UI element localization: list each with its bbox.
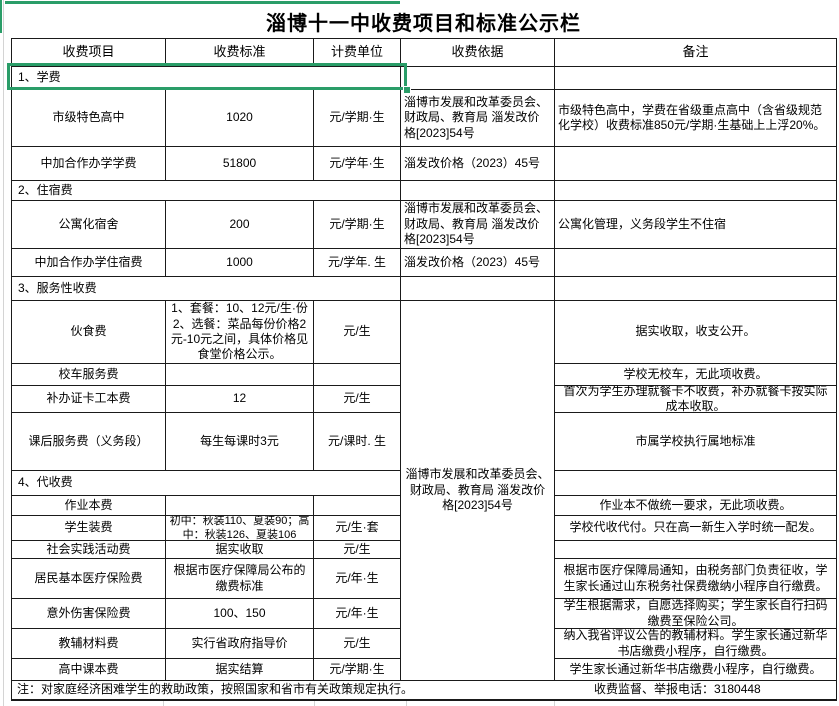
col-header-basis[interactable]: 收费依据: [400, 38, 555, 67]
cell-shsj-note[interactable]: [554, 540, 837, 559]
cell-ywsh-unit[interactable]: 元/年·生: [313, 598, 401, 629]
cell-xsz-note[interactable]: 学校代收代付。只在高一新生入学时统一配发。: [554, 515, 837, 541]
cell-xcf-note[interactable]: 学校无校车，无此项收费。: [554, 363, 837, 386]
cell-hsf-item[interactable]: 伙食费: [11, 300, 166, 364]
selection-left-border: [0, 0, 2, 33]
cell-sec3-note[interactable]: [554, 276, 837, 301]
footer-note: 注：对家庭经济困难学生的救助政策，按照国家和省市有关政策规定执行。: [17, 682, 414, 697]
cell-jfcl-note[interactable]: 纳入我省评议公告的教辅材料。学生家长通过新华书店缴费小程序，自行缴费。: [554, 628, 837, 659]
cell-bbzk-standard[interactable]: 12: [165, 385, 314, 413]
cell-jfcl-unit[interactable]: 元/生: [313, 628, 401, 659]
cell-zjzs-note[interactable]: [554, 248, 837, 277]
cell-gyss-unit[interactable]: 元/学期·生: [313, 200, 401, 249]
cell-xsz-item[interactable]: 学生装费: [11, 515, 166, 541]
section-row-collect[interactable]: 4、代收费: [11, 470, 401, 496]
section-row-service[interactable]: 3、服务性收费: [11, 276, 401, 301]
footer-hotline: 收费监督、举报电话：3180448: [594, 682, 761, 697]
cell-ywsh-standard[interactable]: 100、150: [165, 598, 314, 629]
cell-xcf-standard[interactable]: [165, 363, 314, 386]
gridline-stub: [163, 700, 164, 706]
cell-gyss-item[interactable]: 公寓化宿舍: [11, 200, 166, 249]
cell-zjzs-standard[interactable]: 1000: [165, 248, 314, 277]
cell-hsf-unit[interactable]: 元/生: [313, 300, 401, 364]
cell-hsf-note[interactable]: 据实收取，收支公开。: [554, 300, 837, 364]
col-header-unit[interactable]: 计费单位: [313, 38, 401, 67]
cell-merged-basis[interactable]: 淄博市发展和改革委员会、财政局、教育局 淄发改价格[2023]54号: [400, 300, 555, 681]
cell-jmyb-note[interactable]: 根据市医疗保障局通知，由税务部门负责征收，学生家长通过山东税务社保费缴纳小程序自…: [554, 558, 837, 599]
cell-bbzk-note[interactable]: 首次为学生办理就餐卡不收费，补办就餐卡按实际成本收取。: [554, 385, 837, 413]
cell-sec3-basis[interactable]: [400, 276, 555, 301]
cell-gzkb-item[interactable]: 高中课本费: [11, 658, 166, 681]
cell-tese-standard[interactable]: 1020: [165, 89, 314, 147]
cell-zyb-note[interactable]: 作业本不做统一要求，无此项收费。: [554, 495, 837, 516]
cell-jfcl-item[interactable]: 教辅材料费: [11, 628, 166, 659]
cell-zjxf-note[interactable]: [554, 146, 837, 181]
cell-tese-item[interactable]: 市级特色高中: [11, 89, 166, 147]
col-header-note[interactable]: 备注: [554, 38, 837, 67]
cell-zjzs-item[interactable]: 中加合作办学住宿费: [11, 248, 166, 277]
gridline-stub: [314, 700, 315, 706]
gridline-left: [3, 0, 4, 706]
cell-hsf-standard[interactable]: 1、套餐：10、12元/生·份 2、选餐：菜品每份价格2元-10元之间，具体价格…: [165, 300, 314, 364]
cell-khfw-standard[interactable]: 每生每课时3元: [165, 412, 314, 471]
cell-xsz-unit[interactable]: 元/生·套: [313, 515, 401, 541]
cell-zjxf-unit[interactable]: 元/学年·生: [313, 146, 401, 181]
cell-khfw-item[interactable]: 课后服务费（义务段）: [11, 412, 166, 471]
cell-bbzk-item[interactable]: 补办证卡工本费: [11, 385, 166, 413]
cell-xcf-unit[interactable]: [313, 363, 401, 386]
cell-shsj-standard[interactable]: 据实收取: [165, 540, 314, 559]
cell-gyss-basis[interactable]: 淄博市发展和改革委员会、财政局、教育局 淄发改价格[2023]54号: [400, 200, 555, 249]
section-row-boarding[interactable]: 2、住宿费: [11, 180, 401, 201]
cell-zjzs-basis[interactable]: 淄发改价格（2023）45号: [400, 248, 555, 277]
cell-sec2-basis[interactable]: [400, 180, 555, 201]
selection-marquee: [7, 63, 407, 90]
cell-sec4-note[interactable]: [554, 470, 837, 496]
page-title: 淄博十一中收费项目和标准公示栏: [266, 13, 581, 35]
cell-jmyb-item[interactable]: 居民基本医疗保险费: [11, 558, 166, 599]
footer-row[interactable]: 注：对家庭经济困难学生的救助政策，按照国家和省市有关政策规定执行。 收费监督、举…: [11, 680, 837, 701]
cell-tese-basis[interactable]: 淄博市发展和改革委员会、财政局、教育局 淄发改价格[2023]54号: [400, 89, 555, 147]
cell-gzkb-unit[interactable]: 元/学期·生: [313, 658, 401, 681]
cell-zjxf-basis[interactable]: 淄发改价格（2023）45号: [400, 146, 555, 181]
cell-jmyb-standard[interactable]: 根据市医疗保障局公布的缴费标准: [165, 558, 314, 599]
cell-zyb-standard[interactable]: [165, 495, 314, 516]
cell-bbzk-unit[interactable]: 元/生: [313, 385, 401, 413]
selection-top-border: [5, 1, 400, 4]
cell-zyb-item[interactable]: 作业本费: [11, 495, 166, 516]
cell-xcf-item[interactable]: 校车服务费: [11, 363, 166, 386]
cell-sec1-basis[interactable]: [400, 66, 555, 90]
cell-shsj-unit[interactable]: 元/生: [313, 540, 401, 559]
cell-sec2-note[interactable]: [554, 180, 837, 201]
cell-gyss-standard[interactable]: 200: [165, 200, 314, 249]
cell-jmyb-unit[interactable]: 元/年·生: [313, 558, 401, 599]
cell-shsj-item[interactable]: 社会实践活动费: [11, 540, 166, 559]
gridline-stub: [406, 700, 407, 706]
cell-xsz-standard[interactable]: 初中：秋装110、夏装90；高中：秋装126、夏装106: [165, 515, 314, 541]
cell-zjxf-standard[interactable]: 51800: [165, 146, 314, 181]
gridline-stub: [554, 700, 555, 706]
cell-tese-note[interactable]: 市级特色高中，学费在省级重点高中（含省级规范化学校）收费标准850元/学期·生基…: [554, 89, 837, 147]
cell-zjzs-unit[interactable]: 元/学年. 生: [313, 248, 401, 277]
cell-gzkb-note[interactable]: 学生家长通过新华书店缴费小程序，自行缴费。: [554, 658, 837, 681]
cell-khfw-unit[interactable]: 元/课时. 生: [313, 412, 401, 471]
cell-zjxf-item[interactable]: 中加合作办学学费: [11, 146, 166, 181]
cell-zyb-unit[interactable]: [313, 495, 401, 516]
cell-khfw-note[interactable]: 市属学校执行属地标准: [554, 412, 837, 471]
cell-ywsh-note[interactable]: 学生根据需求，自愿选择购买；学生家长自行扫码缴费至保险公司。: [554, 598, 837, 629]
cell-gzkb-standard[interactable]: 据实结算: [165, 658, 314, 681]
cell-gyss-note[interactable]: 公寓化管理，义务段学生不住宿: [554, 200, 837, 249]
cell-jfcl-standard[interactable]: 实行省政府指导价: [165, 628, 314, 659]
cell-sec1-note[interactable]: [554, 66, 837, 90]
selection-fill-handle[interactable]: [403, 86, 411, 94]
cell-tese-unit[interactable]: 元/学期·生: [313, 89, 401, 147]
cell-ywsh-item[interactable]: 意外伤害保险费: [11, 598, 166, 629]
